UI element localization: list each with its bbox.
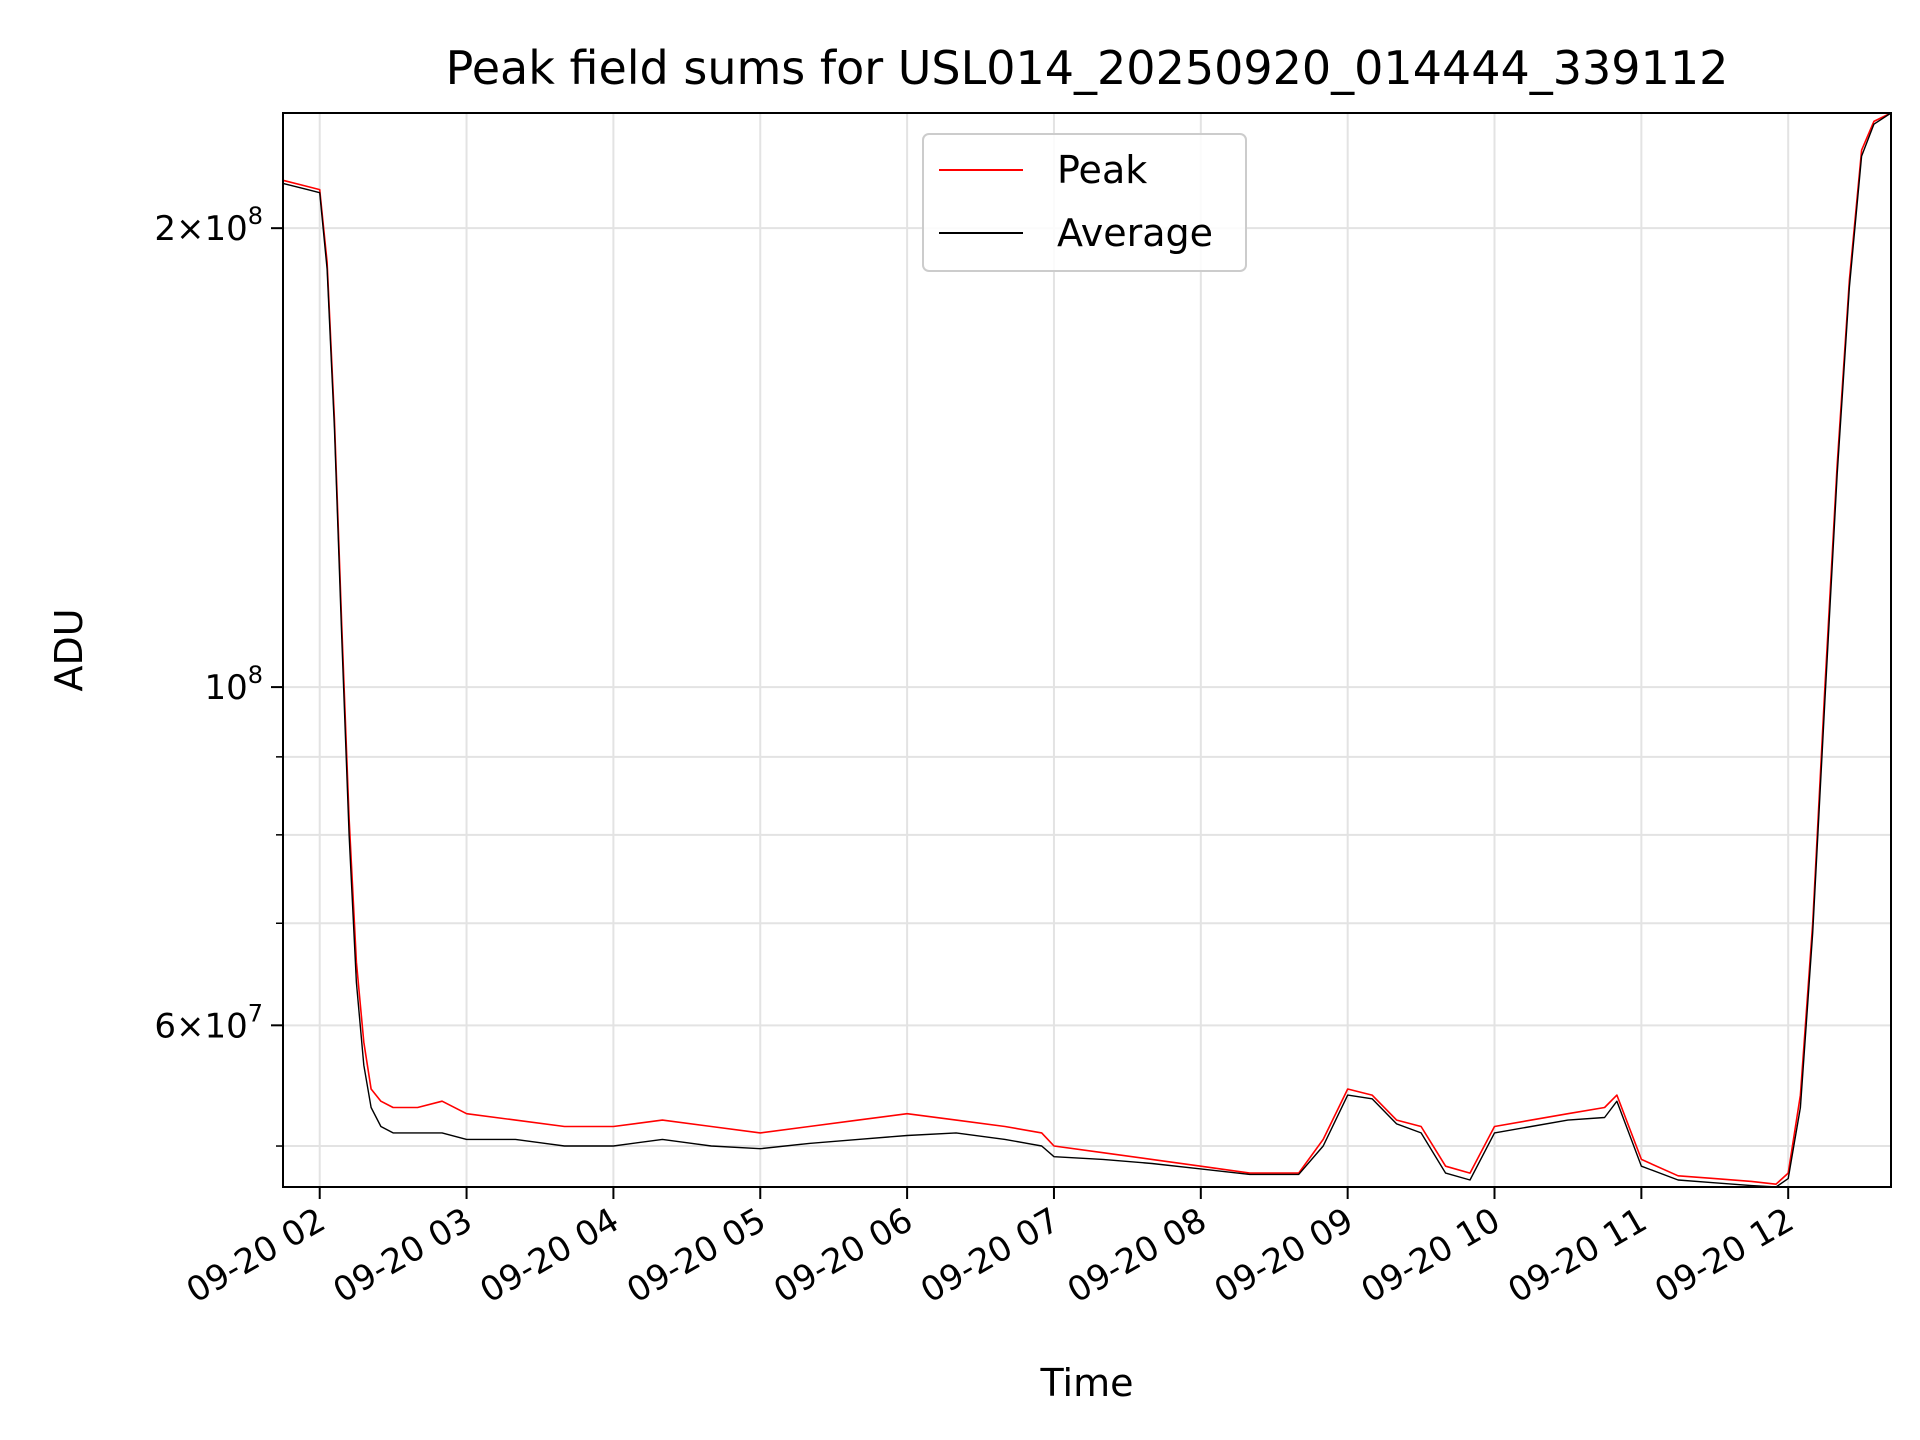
y-tick-label: 108 bbox=[204, 661, 263, 708]
legend-label: Average bbox=[1057, 211, 1213, 255]
y-tick-label: 6×107 bbox=[154, 999, 263, 1046]
series-line-peak bbox=[282, 112, 1892, 1185]
legend: Peak Average bbox=[922, 133, 1247, 272]
y-tick-label: 2×108 bbox=[154, 202, 263, 249]
x-axis-label: Time bbox=[1040, 1361, 1134, 1405]
plot-frame bbox=[282, 112, 1892, 1188]
y-axis-label: ADU bbox=[47, 608, 91, 691]
legend-box bbox=[922, 133, 1247, 272]
grid bbox=[283, 113, 1891, 1187]
y-axis: 2×108 108 6×107 bbox=[154, 202, 283, 1147]
chart-title: Peak field sums for USL014_20250920_0144… bbox=[446, 41, 1729, 95]
legend-label: Peak bbox=[1057, 148, 1147, 192]
